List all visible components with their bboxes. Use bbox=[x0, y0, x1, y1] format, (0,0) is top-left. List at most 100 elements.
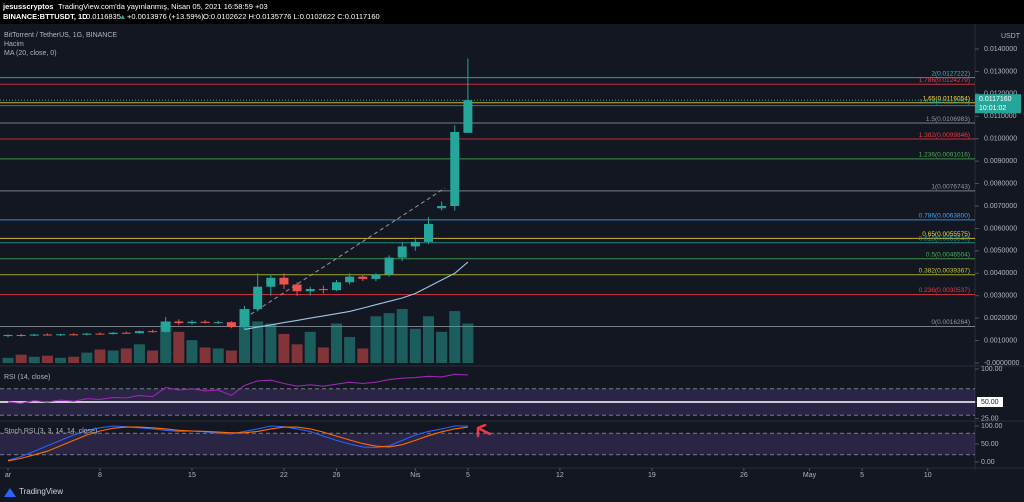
y-tick-label: 0.0110000 bbox=[984, 113, 1017, 120]
candle-body bbox=[213, 322, 223, 324]
currency: USDT bbox=[1001, 33, 1021, 40]
y-tick-label: 0.0070000 bbox=[984, 203, 1017, 210]
x-tick-label: 26 bbox=[333, 472, 341, 479]
fib-label: 0.786(0.0063800) bbox=[919, 213, 970, 220]
candle-body bbox=[161, 321, 171, 332]
footer-logo bbox=[4, 488, 16, 497]
fib-label: 0.65(0.0055575) bbox=[922, 231, 970, 238]
candle-body bbox=[174, 321, 184, 324]
y-tick-label: 0.0060000 bbox=[984, 225, 1017, 232]
candle-body bbox=[56, 334, 66, 336]
fib-label: 1.65(0.0116054) bbox=[923, 95, 970, 102]
volume-bar bbox=[331, 323, 342, 363]
volume-bar bbox=[120, 348, 132, 363]
candle-body bbox=[371, 274, 381, 279]
pane-title: BitTorrent / TetherUS, 1G, BINANCE bbox=[4, 32, 117, 39]
volume-bar bbox=[278, 333, 290, 363]
y-tick-label: -0.0000000 bbox=[984, 360, 1020, 367]
volume-bar bbox=[81, 352, 93, 363]
candle-body bbox=[3, 334, 13, 337]
countdown: 10:01:02 bbox=[979, 105, 1006, 112]
volume-bar bbox=[291, 344, 303, 363]
volume-bar bbox=[186, 340, 198, 363]
x-tick-label: 5 bbox=[466, 472, 470, 479]
y-tick-label: 0.0010000 bbox=[984, 337, 1017, 344]
ma-title: MA (20, close, 0) bbox=[4, 50, 57, 57]
x-tick-label: May bbox=[803, 472, 817, 479]
volume-bar bbox=[357, 348, 369, 363]
tick-highlight bbox=[977, 397, 1003, 407]
candle-body bbox=[423, 223, 433, 242]
volume-bar bbox=[252, 321, 264, 363]
candle-body bbox=[253, 286, 263, 310]
candle-body bbox=[134, 331, 144, 334]
y-tick-label: 0.0040000 bbox=[984, 270, 1017, 277]
candle-body bbox=[358, 276, 368, 279]
published: TradingView.com'da yayınlanmış, Nisan 05… bbox=[58, 2, 268, 11]
symbol: BINANCE:BTTUSDT, 1D bbox=[3, 12, 88, 21]
volume-bar bbox=[68, 356, 80, 363]
candle-body bbox=[95, 333, 105, 335]
y-tick-label: 0.0100000 bbox=[984, 136, 1017, 143]
x-tick-label: 26 bbox=[740, 472, 748, 479]
volume-bar bbox=[94, 349, 106, 363]
indicator-line bbox=[7, 426, 468, 462]
candle-body bbox=[292, 284, 302, 292]
pane-title: RSI (14, close) bbox=[4, 374, 50, 381]
annotation-arrow bbox=[476, 423, 492, 438]
author: jesusscryptos bbox=[2, 2, 53, 11]
trend-line bbox=[244, 187, 446, 319]
candle-body bbox=[437, 206, 447, 209]
x-tick-label: 5 bbox=[860, 472, 864, 479]
y-tick-label: 0.0140000 bbox=[984, 46, 1017, 53]
volume-bar bbox=[239, 309, 251, 363]
y-tick-label: 0.00 bbox=[981, 459, 995, 466]
x-tick-label: ar bbox=[5, 472, 12, 479]
arrow: ▲ bbox=[119, 12, 126, 21]
volume-bar bbox=[160, 321, 172, 363]
candle-body bbox=[226, 322, 236, 328]
candle-body bbox=[332, 282, 341, 291]
pane-title: Stoch RSI (3, 3, 14, 14, close) bbox=[4, 428, 97, 435]
brand: TradingView bbox=[19, 487, 63, 496]
fib-label: 1.618(0.0114751) bbox=[919, 98, 970, 105]
indicator-line bbox=[7, 373, 468, 404]
volume-bar bbox=[265, 323, 277, 363]
fib-label: 2(0.0127222) bbox=[931, 70, 970, 77]
candle-body bbox=[463, 100, 473, 133]
fib-label: 0.236(0.0030537) bbox=[919, 287, 970, 294]
candle-body bbox=[410, 241, 420, 247]
y-tick-label: 0.0080000 bbox=[984, 180, 1017, 187]
candle-body bbox=[121, 332, 131, 334]
fib-label: 0.5(0.0046504) bbox=[926, 251, 970, 258]
candle-body bbox=[345, 276, 355, 283]
x-tick-label: 10 bbox=[924, 472, 932, 479]
candle-body bbox=[318, 288, 328, 291]
candle-body bbox=[16, 334, 26, 336]
x-tick-label: 8 bbox=[98, 472, 102, 479]
y-tick-label: 100.00 bbox=[981, 423, 1003, 430]
y-tick-label: 0.0030000 bbox=[984, 293, 1017, 300]
volume-bar bbox=[344, 337, 356, 363]
fib-label: 0(0.0016264) bbox=[931, 319, 970, 326]
ohlc: O:0.0102622 H:0.0135776 L:0.0102622 C:0.… bbox=[203, 12, 380, 21]
candle-body bbox=[240, 309, 250, 328]
x-tick-label: 15 bbox=[188, 472, 196, 479]
x-tick-label: 22 bbox=[280, 472, 288, 479]
y-tick-label: 0.0050000 bbox=[984, 248, 1017, 255]
volume-bar bbox=[462, 323, 474, 363]
y-tick-label: 100.00 bbox=[981, 366, 1003, 373]
candle-body bbox=[279, 277, 289, 285]
y-tick-label: 50.00 bbox=[981, 441, 999, 448]
candle-body bbox=[29, 334, 39, 336]
header-bar bbox=[0, 0, 1024, 24]
change: +0.0013976 (+13.59%) bbox=[127, 12, 204, 21]
volume-bar bbox=[107, 350, 119, 363]
candle-body bbox=[148, 331, 158, 333]
volume-bar bbox=[28, 356, 40, 363]
candle-body bbox=[187, 321, 197, 324]
volume-bar bbox=[173, 331, 185, 363]
candle-body bbox=[42, 334, 52, 336]
